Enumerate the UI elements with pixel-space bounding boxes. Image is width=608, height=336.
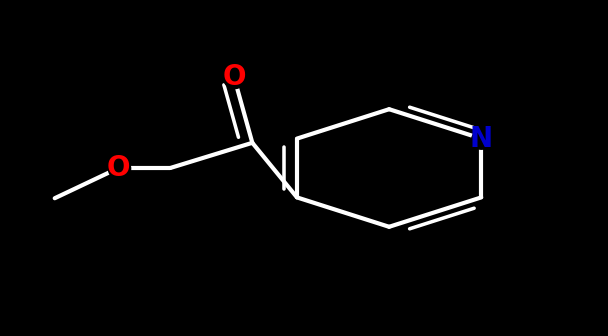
Text: N: N bbox=[470, 125, 493, 153]
Text: O: O bbox=[223, 63, 246, 91]
Text: O: O bbox=[107, 154, 130, 182]
